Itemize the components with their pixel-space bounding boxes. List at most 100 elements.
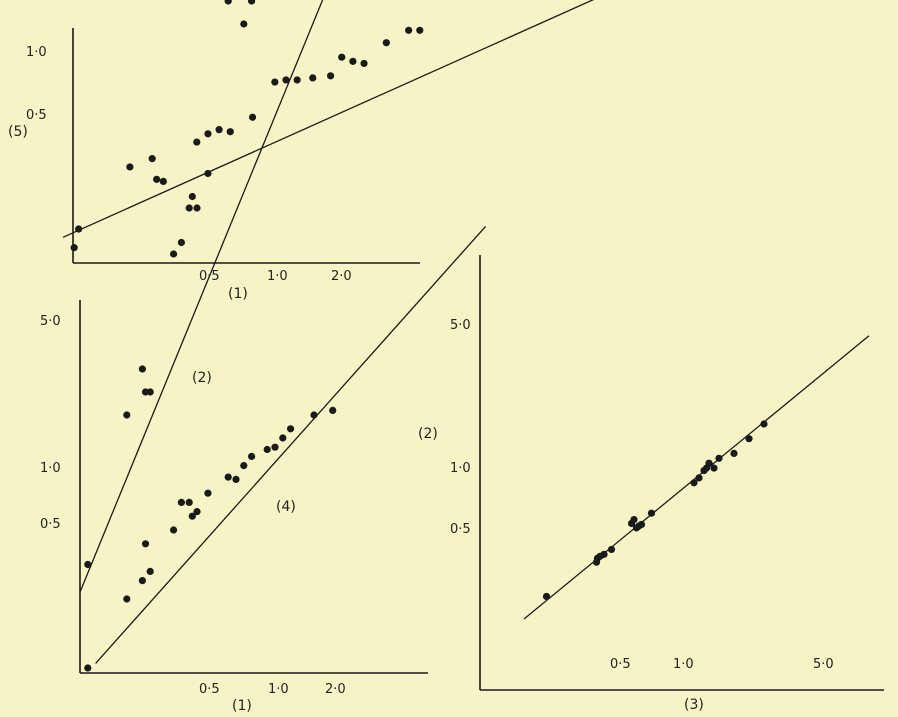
y-tick-label: 1·0 [26, 45, 47, 60]
data-point [329, 406, 337, 414]
data-point [148, 155, 156, 163]
data-point [70, 244, 78, 252]
data-point [745, 435, 753, 443]
data-point [293, 76, 301, 84]
data-point [126, 163, 134, 171]
fit-line [95, 225, 487, 664]
data-point [338, 53, 346, 61]
x-tick-label: 0·5 [199, 682, 220, 697]
data-point [630, 515, 638, 524]
data-point [75, 225, 83, 233]
data-point [647, 509, 656, 517]
data-point [177, 498, 185, 506]
data-point [240, 20, 248, 28]
y-tick-label: 0·5 [40, 517, 61, 532]
data-point [607, 545, 616, 554]
data-point [204, 130, 212, 138]
panel-top-left: 1·0 0·5 0·5 1·0 2·0 (1) (5) [8, 0, 595, 302]
x-axis-label: (1) [228, 286, 248, 302]
data-point [226, 128, 234, 136]
data-point [146, 388, 154, 396]
y-tick-label: 5·0 [40, 314, 61, 329]
data-point [600, 550, 608, 558]
data-point [248, 0, 256, 5]
data-point [248, 452, 256, 460]
data-point [188, 192, 196, 201]
data-point [123, 595, 131, 603]
y-tick-label: 1·0 [40, 461, 61, 476]
data-point [240, 462, 248, 470]
data-point [84, 664, 92, 672]
data-point [138, 577, 146, 585]
y-tick-label: 0·5 [26, 108, 47, 123]
y-axis-label: (5) [8, 124, 28, 140]
data-point [271, 443, 279, 451]
data-point [705, 459, 713, 467]
data-point [715, 454, 723, 462]
data-point [177, 238, 185, 247]
data-point [405, 26, 413, 34]
x-tick-label: 1·0 [267, 269, 288, 284]
x-tick-label: 2·0 [331, 269, 352, 284]
data-point [188, 512, 196, 520]
data-point [279, 434, 287, 442]
data-point [193, 204, 201, 212]
x-tick-label: 1·0 [268, 682, 289, 697]
data-point [185, 204, 193, 212]
data-point [248, 113, 257, 121]
data-point [310, 411, 318, 419]
x-axis-label: (1) [232, 698, 252, 714]
data-point [382, 39, 390, 47]
data-point [760, 420, 768, 428]
series-label: (2) [192, 370, 212, 386]
panel-bottom-left: 5·0 1·0 0·5 0·5 1·0 2·0 (1) (2) (4) [40, 0, 487, 714]
data-point [690, 479, 698, 487]
data-point [416, 26, 424, 34]
data-point [170, 250, 178, 258]
data-point [637, 520, 646, 529]
y-tick-label: 0·5 [450, 522, 471, 537]
data-point [193, 138, 201, 146]
series-label: (4) [276, 499, 296, 515]
data-point [710, 464, 718, 472]
data-point [542, 592, 551, 601]
data-point [141, 540, 150, 548]
data-point [84, 560, 92, 569]
data-point [224, 0, 232, 5]
data-point [224, 473, 232, 481]
data-point [287, 425, 295, 433]
x-tick-label: 0·5 [610, 657, 631, 672]
data-point [349, 57, 357, 65]
data-point [138, 365, 146, 373]
data-point [327, 72, 335, 80]
y-tick-label: 5·0 [450, 318, 471, 333]
x-tick-label: 2·0 [325, 682, 346, 697]
data-point [695, 474, 703, 482]
y-axis-label: (2) [418, 426, 438, 442]
fit-line [62, 0, 595, 238]
panel-right: 5·0 1·0 0·5 0·5 1·0 5·0 (3) (2) [418, 255, 884, 713]
data-point [204, 169, 212, 178]
data-point [263, 445, 271, 454]
data-point [123, 411, 131, 419]
data-point [271, 78, 279, 86]
data-point [185, 498, 193, 506]
data-point [309, 74, 317, 82]
data-point [730, 449, 738, 457]
data-point [215, 126, 223, 134]
data-point [146, 567, 154, 576]
data-point [360, 59, 368, 68]
data-point [282, 76, 290, 84]
data-point [170, 526, 178, 534]
fit-line [79, 0, 324, 593]
data-point [204, 489, 212, 497]
y-tick-label: 1·0 [450, 461, 471, 476]
data-point [153, 175, 161, 183]
x-axis-label: (3) [684, 697, 704, 713]
data-point [193, 508, 201, 516]
x-tick-label: 5·0 [813, 657, 834, 672]
x-tick-label: 1·0 [673, 657, 694, 672]
data-point [232, 475, 240, 483]
data-point [159, 177, 167, 186]
